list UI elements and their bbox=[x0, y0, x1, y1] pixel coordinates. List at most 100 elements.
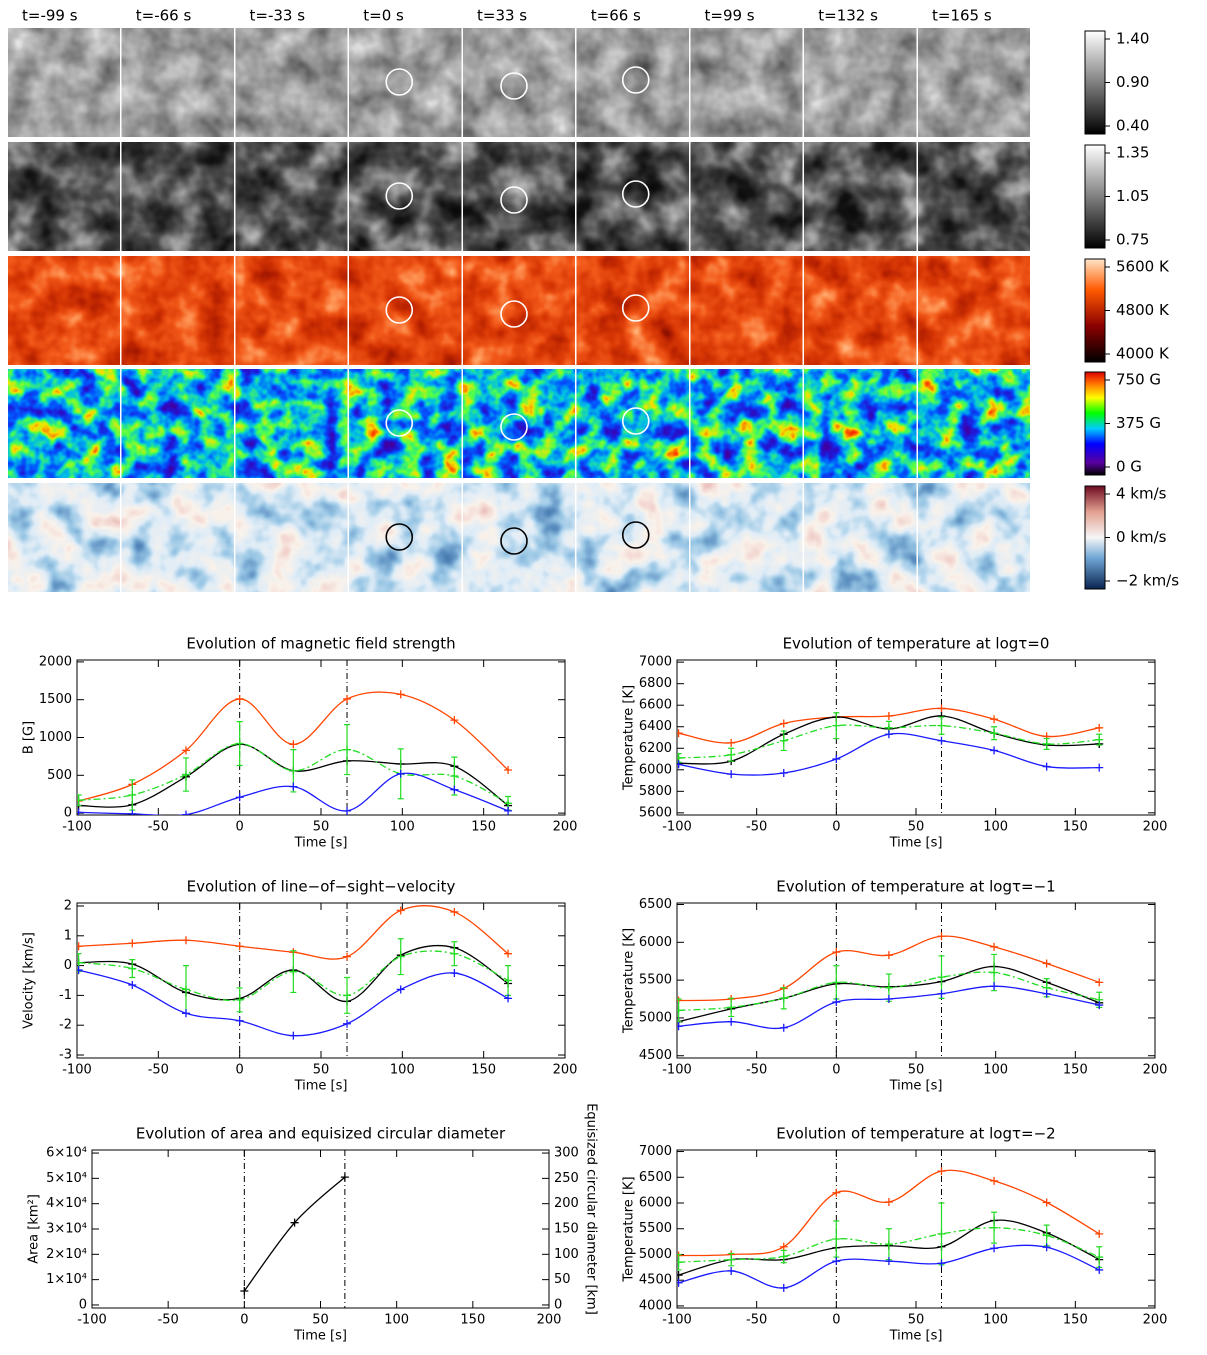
column-label: t=99 s bbox=[705, 7, 755, 25]
feature-circle bbox=[621, 180, 650, 208]
x-tick-label: -100 bbox=[662, 1063, 692, 1078]
y-axis-label: B [G] bbox=[22, 721, 37, 754]
data-point bbox=[181, 810, 190, 815]
y-tick-label: 0 bbox=[79, 1297, 87, 1312]
y-tick-label: 2000 bbox=[39, 654, 72, 669]
column-label: t=-99 s bbox=[22, 7, 78, 25]
image-panel bbox=[349, 28, 462, 137]
y-tick-label: 6800 bbox=[639, 676, 672, 691]
x-tick-label: -100 bbox=[662, 1313, 692, 1328]
y-tick-label: 5000 bbox=[639, 1247, 672, 1262]
y-tick-label: 6600 bbox=[639, 698, 672, 713]
y-tick-label: 6000 bbox=[639, 1196, 672, 1211]
image-panel bbox=[804, 256, 917, 365]
feature-circle bbox=[500, 186, 528, 214]
data-point bbox=[504, 994, 513, 1003]
data-point bbox=[289, 766, 298, 775]
data-point bbox=[990, 982, 999, 991]
data-point bbox=[343, 806, 352, 815]
colorbar-label: 375 G bbox=[1116, 414, 1161, 432]
x-tick-label: 100 bbox=[390, 820, 415, 835]
plot-frame bbox=[676, 659, 1156, 816]
x-tick-label: 150 bbox=[460, 1313, 485, 1328]
feature-circle bbox=[621, 521, 650, 549]
data-point bbox=[1042, 1243, 1051, 1252]
y2-tick-label: 0 bbox=[554, 1297, 562, 1312]
colorbar-label: 0.40 bbox=[1116, 117, 1149, 135]
data-point bbox=[779, 1283, 788, 1292]
data-point bbox=[504, 766, 513, 775]
column-label: t=0 s bbox=[363, 7, 404, 25]
image-panel bbox=[463, 483, 575, 592]
plot-frame bbox=[676, 902, 1156, 1059]
data-point bbox=[181, 936, 190, 945]
image-panel bbox=[576, 142, 689, 251]
y-tick-label: 2×10⁴ bbox=[46, 1247, 87, 1262]
data-point bbox=[937, 1167, 946, 1176]
data-point bbox=[779, 719, 788, 728]
x-tick-label: 100 bbox=[983, 1313, 1008, 1328]
data-point bbox=[450, 949, 459, 958]
data-point bbox=[1042, 959, 1051, 968]
chart-title: Evolution of temperature at logτ=−2 bbox=[776, 1125, 1055, 1143]
data-point bbox=[884, 1257, 893, 1266]
feature-circle bbox=[500, 300, 528, 328]
data-point bbox=[289, 782, 298, 791]
chart-title: Evolution of magnetic field strength bbox=[186, 635, 455, 653]
x-tick-label: 200 bbox=[553, 820, 578, 835]
y-tick-label: 7000 bbox=[639, 1144, 672, 1159]
data-point bbox=[832, 1188, 841, 1197]
plot-area bbox=[240, 1150, 349, 1308]
image-panel bbox=[8, 142, 120, 251]
data-point bbox=[937, 704, 946, 713]
colorbar bbox=[1084, 144, 1106, 249]
image-panel bbox=[690, 28, 803, 137]
y-tick-label: 6500 bbox=[639, 1170, 672, 1185]
colorbar-label: 1.35 bbox=[1116, 144, 1149, 162]
y-tick-label: 5×10⁴ bbox=[46, 1171, 87, 1186]
y2-tick-label: 100 bbox=[554, 1247, 579, 1262]
chart-title: Evolution of area and equisized circular… bbox=[136, 1125, 506, 1143]
image-panel bbox=[349, 483, 462, 592]
image-panel bbox=[918, 142, 1030, 251]
data-point bbox=[937, 1229, 946, 1238]
image-panel bbox=[235, 256, 348, 365]
data-point bbox=[290, 1218, 299, 1227]
column-label: t=132 s bbox=[818, 7, 878, 25]
y-tick-label: 1000 bbox=[39, 730, 72, 745]
x-tick-label: 100 bbox=[983, 1063, 1008, 1078]
data-point bbox=[235, 793, 244, 802]
data-point bbox=[181, 746, 190, 755]
y-tick-label: 4×10⁴ bbox=[46, 1196, 87, 1211]
image-panel bbox=[918, 369, 1030, 478]
feature-circle bbox=[385, 523, 414, 551]
data-point bbox=[235, 739, 244, 748]
data-point bbox=[937, 989, 946, 998]
y-axis-label: Temperature [K] bbox=[622, 685, 637, 791]
feature-circle bbox=[385, 182, 414, 210]
image-panel bbox=[804, 369, 917, 478]
data-point bbox=[832, 1257, 841, 1266]
image-panel bbox=[804, 142, 917, 251]
data-point bbox=[1042, 989, 1051, 998]
x-tick-label: 150 bbox=[1063, 820, 1088, 835]
chart-title: Evolution of line−of−sight−velocity bbox=[187, 878, 456, 896]
column-label: t=66 s bbox=[591, 7, 641, 25]
series-line bbox=[678, 732, 1100, 776]
x-tick-label: 100 bbox=[390, 1063, 415, 1078]
image-panel bbox=[463, 256, 575, 365]
data-point bbox=[181, 770, 190, 779]
image-panel bbox=[690, 142, 803, 251]
x-tick-label: 0 bbox=[236, 1063, 244, 1078]
data-point bbox=[727, 738, 736, 747]
data-point bbox=[77, 808, 83, 815]
data-point bbox=[727, 1266, 736, 1275]
y-tick-label: 5500 bbox=[639, 1221, 672, 1236]
data-point bbox=[396, 769, 405, 778]
data-point bbox=[504, 799, 513, 808]
y-tick-label: -1 bbox=[59, 988, 72, 1003]
data-point bbox=[727, 770, 736, 779]
feature-circle bbox=[385, 68, 414, 96]
image-panel bbox=[918, 28, 1030, 137]
